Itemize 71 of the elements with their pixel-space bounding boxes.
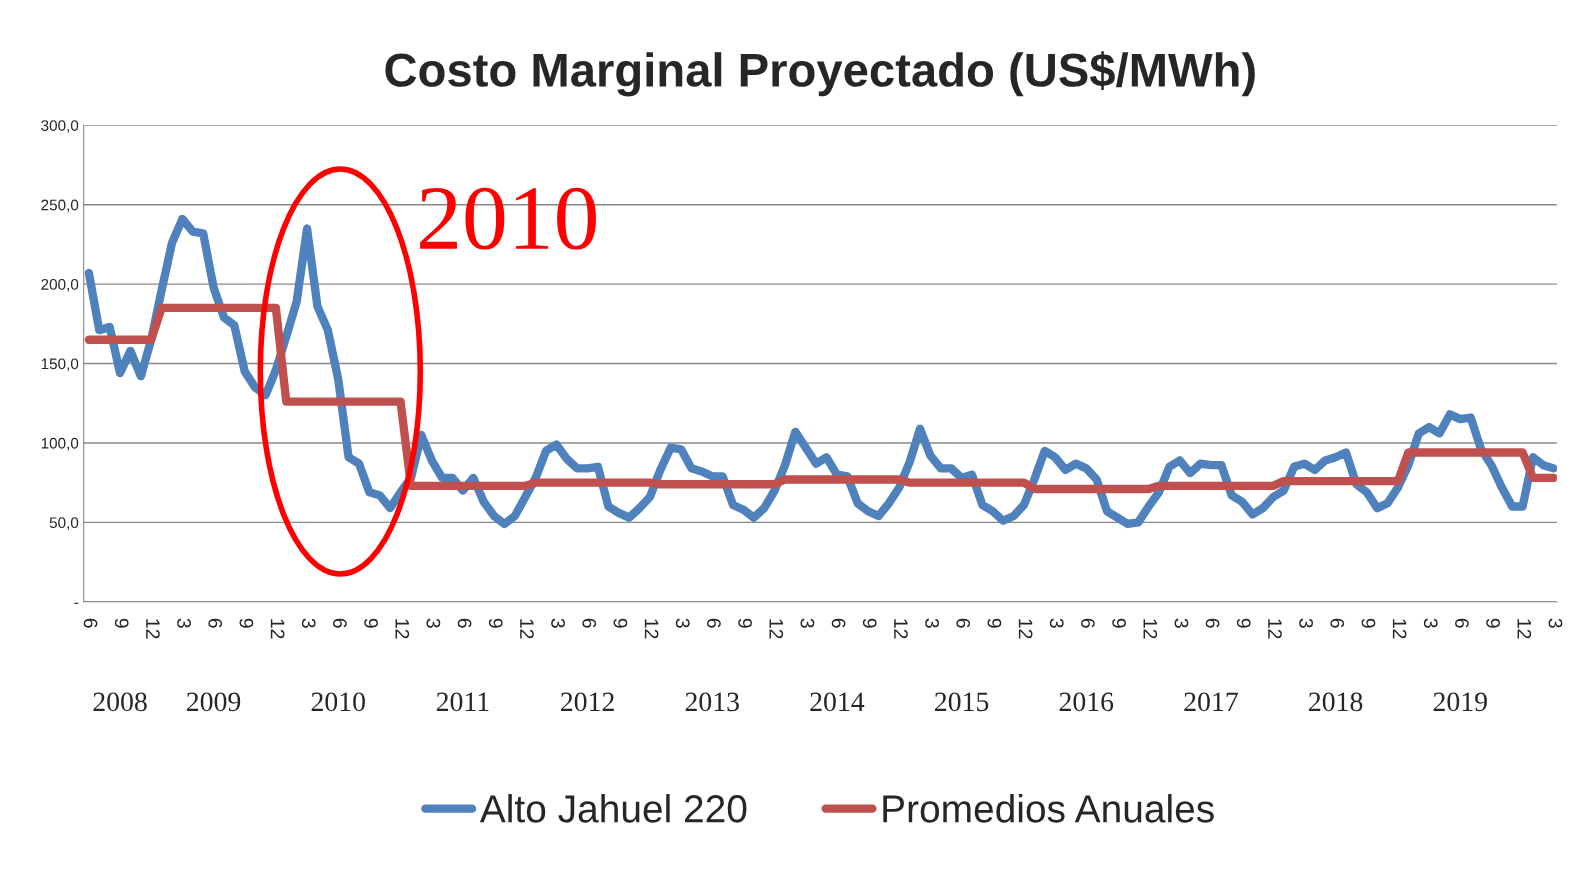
text: 2018 — [1309, 692, 1363, 712]
x-tick-label: 3 — [1548, 618, 1563, 628]
x-tick-label: 3 — [1423, 618, 1438, 628]
x-tick-label: 12 — [1268, 619, 1282, 639]
x-tick-label: 6 — [83, 618, 98, 628]
chart-title: Costo Marginal Proyectado (US$/MWh) — [385, 51, 1255, 97]
y-tick-label: 50,0 — [49, 517, 79, 530]
x-tick-label: 9 — [738, 618, 752, 628]
text: 2010 — [311, 692, 365, 712]
legend-label: Alto Jahuel 220 — [479, 794, 747, 823]
x-tick-label: 12 — [520, 619, 534, 639]
text: 2008 — [93, 692, 147, 712]
x-tick-label: 9 — [613, 618, 628, 628]
x-tick-label: 12 — [769, 619, 784, 639]
x-tick-label: 3 — [925, 618, 939, 628]
x-tick-label: 6 — [831, 618, 846, 628]
x-tick-label: 9 — [862, 618, 877, 628]
x-tick-label: 12 — [270, 619, 285, 639]
text: 2016 — [1059, 692, 1114, 712]
x-tick-label: 3 — [177, 618, 191, 628]
x-tick-label: 6 — [1330, 618, 1345, 628]
legend-label: Promedios Anuales — [883, 794, 1214, 823]
x-tick-label: 12 — [1392, 619, 1407, 639]
x-tick-label: 6 — [457, 618, 472, 628]
x-tick-label: 9 — [987, 618, 1002, 628]
text: 2011 — [436, 692, 489, 712]
x-tick-label: 6 — [333, 618, 347, 628]
x-tick-label: 3 — [800, 618, 815, 628]
annotation: 2010 — [420, 187, 596, 250]
y-tick-label: 200,0 — [41, 278, 79, 292]
text: 2014 — [810, 692, 865, 712]
x-tick-label: 6 — [1455, 618, 1469, 628]
x-tick-label: 3 — [301, 618, 316, 628]
text: 2015 — [935, 692, 989, 712]
text: 2013 — [685, 692, 739, 712]
x-tick-label: 9 — [1486, 618, 1500, 628]
x-tick-label: 9 — [1361, 618, 1376, 628]
x-tick-label: 6 — [1081, 618, 1095, 628]
x-tick-label: 9 — [364, 618, 378, 628]
x-tick-label: 12 — [395, 619, 410, 639]
x-tick-label: 3 — [426, 618, 441, 628]
y-tick-label: - — [74, 602, 79, 604]
x-tick-label: 9 — [239, 618, 254, 628]
text: 2019 — [1433, 692, 1487, 712]
y-tick-label: 100,0 — [41, 437, 79, 451]
text: 2012 — [561, 692, 614, 712]
x-tick-label: 9 — [114, 618, 129, 628]
x-tick-label: 6 — [956, 618, 971, 628]
x-tick-label: 3 — [551, 618, 565, 628]
x-tick-label: 9 — [488, 618, 503, 628]
x-tick-label: 12 — [146, 619, 160, 639]
x-tick-label: 12 — [1517, 619, 1532, 639]
x-tick-label: 6 — [707, 618, 721, 628]
x-tick-label: 12 — [1143, 619, 1158, 639]
x-tick-label: 3 — [1049, 618, 1064, 628]
x-tick-label: 3 — [1174, 618, 1189, 628]
x-tick-label: 9 — [1112, 618, 1126, 628]
x-tick-label: 6 — [208, 618, 223, 628]
x-tick-label: 6 — [1205, 618, 1220, 628]
x-tick-label: 3 — [1299, 618, 1313, 628]
text: 2017 — [1184, 692, 1238, 712]
x-tick-label: 3 — [675, 618, 690, 628]
y-tick-label: 300,0 — [41, 120, 79, 133]
x-tick-label: 12 — [644, 619, 659, 639]
x-tick-label: 9 — [1236, 618, 1251, 628]
y-tick-label: 250,0 — [41, 199, 79, 213]
x-tick-label: 6 — [582, 618, 597, 628]
y-tick-label: 150,0 — [41, 358, 79, 372]
text: 2009 — [187, 692, 241, 712]
x-tick-label: 12 — [1018, 619, 1033, 639]
x-tick-label: 12 — [894, 619, 908, 639]
